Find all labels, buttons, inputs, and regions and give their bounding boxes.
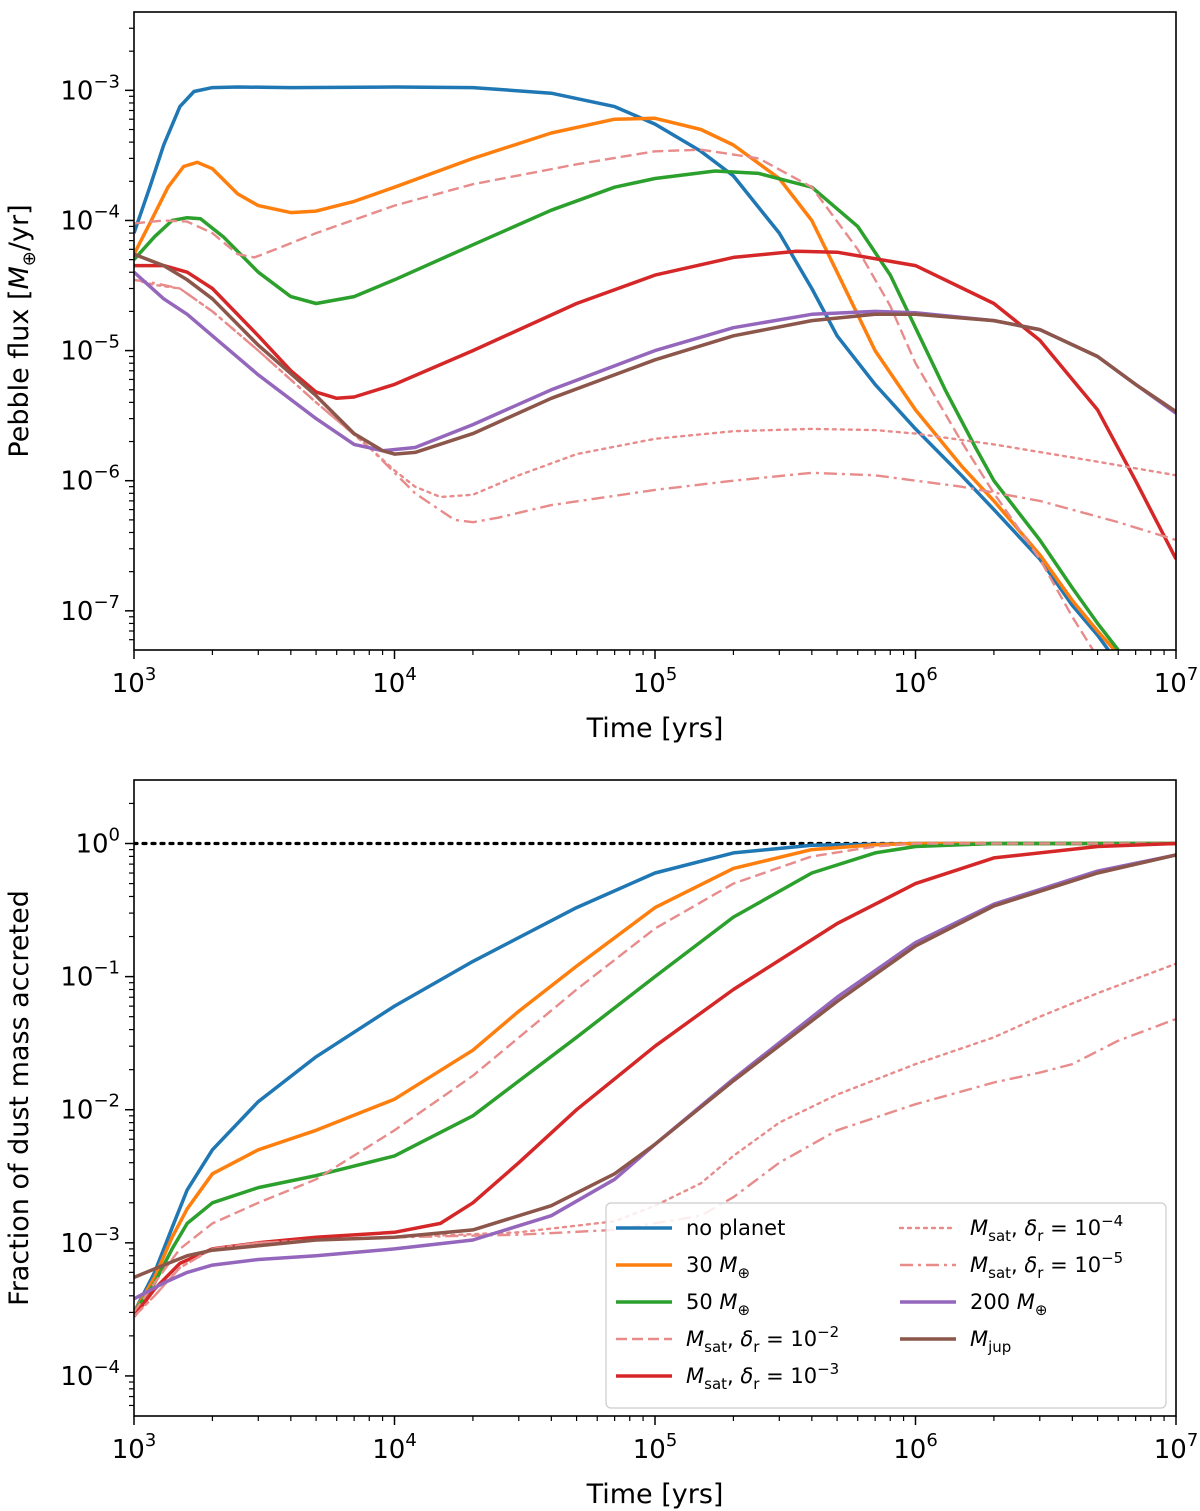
legend-label: 30 M⊕ — [686, 1253, 750, 1282]
pebble-flux-y-axis-label: Pebble flux [M⊕/yr] — [4, 204, 40, 457]
dust-mass-fraction-series-line: 200 M⊕ — [134, 853, 1176, 1301]
legend-label: 50 M⊕ — [686, 1290, 750, 1319]
dust-mass-fraction-y-tick-label: 10−3 — [60, 1224, 120, 1259]
legend-entries: no planet 30 M⊕ 50 M⊕ Msat, δr = 10−2 Msat, … — [616, 1212, 1123, 1393]
dust-mass-fraction-x-tick-label: 105 — [633, 1430, 678, 1465]
dust-mass-fraction-x-tick-label: 103 — [112, 1430, 157, 1465]
pebble-flux-series-line: 50 M⊕ — [134, 169, 1120, 650]
dust-mass-fraction-y-tick-label: 10−2 — [60, 1091, 120, 1126]
pebble-flux-series-line: no planet — [134, 85, 1110, 650]
dust-mass-fraction-series-line: no planet — [134, 841, 1176, 1314]
legend-label: Mjup — [970, 1327, 1011, 1356]
legend-label: no planet — [686, 1216, 785, 1240]
dust-mass-fraction-series-line: 30 M⊕ — [134, 841, 1176, 1314]
legend-frame — [605, 1202, 1167, 1409]
pebble-flux-axes-frame — [133, 11, 1177, 651]
pebble-flux-y-tick-label: 10−5 — [60, 332, 120, 367]
pebble-flux-series-line: M_jup — [134, 252, 1176, 456]
legend-label: Msat, δr = 10−4 — [970, 1212, 1123, 1245]
dust-mass-fraction-x-tick-label: 106 — [893, 1430, 938, 1465]
pebble-flux-y-tick-label: 10−3 — [60, 71, 120, 106]
pebble-flux-x-tick-label: 107 — [1154, 664, 1199, 699]
pebble-flux-series-line: 30 M⊕ — [134, 116, 1116, 650]
legend-label: Msat, δr = 10−5 — [970, 1249, 1123, 1282]
dust-mass-fraction-y-tick-label: 10−4 — [60, 1357, 120, 1392]
dust-mass-fraction-y-axis-label: Fraction of dust mass accreted — [4, 890, 35, 1306]
pebble-flux-series-line: M_sat, δ_r = 10^-4 — [134, 278, 1176, 499]
dust-mass-fraction-ticks: 103 104 105 106 107 100 10−1 10−2 10−3 10−4 — [60, 802, 1199, 1465]
legend: no planet 30 M⊕ 50 M⊕ Msat, δr = 10−2 Msat, … — [605, 1202, 1167, 1409]
dust-mass-fraction-y-tick-label: 100 — [75, 825, 120, 860]
dust-mass-fraction-y-tick-label: 10−1 — [60, 958, 120, 993]
pebble-flux-y-tick-label: 10−6 — [60, 462, 120, 497]
dust-mass-fraction-x-tick-label: 107 — [1154, 1430, 1199, 1465]
pebble-flux-x-tick-label: 105 — [633, 664, 678, 699]
dust-mass-fraction-x-tick-label: 104 — [372, 1430, 417, 1465]
pebble-flux-series-line: M_sat, δ_r = 10^-5 — [134, 278, 1176, 542]
dust-mass-fraction-x-axis-label: Time [yrs] — [586, 1479, 724, 1510]
pebble-flux-x-tick-label: 103 — [112, 664, 157, 699]
pebble-flux-series-line: M_sat, δ_r = 10^-2 — [134, 148, 1095, 650]
pebble-flux-y-tick-label: 10−4 — [60, 201, 120, 236]
pebble-flux-x-axis-label: Time [yrs] — [586, 713, 724, 744]
pebble-flux-ticks: 103 104 105 106 107 10−3 10−4 10−5 10−6 10−7 — [60, 27, 1199, 699]
legend-label: 200 M⊕ — [970, 1290, 1047, 1319]
dust-mass-fraction-series-line: M_sat, δ_r = 10^-2 — [134, 842, 1176, 1314]
pebble-flux-y-tick-label: 10−7 — [60, 592, 120, 627]
dust-mass-fraction-series-line: M_jup — [134, 853, 1176, 1280]
dust-mass-fraction-series-line: 50 M⊕ — [134, 841, 1176, 1314]
pebble-flux-series-line: M_sat, δ_r = 10^-3 — [134, 249, 1176, 560]
pebble-flux-x-tick-label: 106 — [893, 664, 938, 699]
legend-label: Msat, δr = 10−3 — [686, 1360, 839, 1393]
legend-label: Msat, δr = 10−2 — [686, 1323, 839, 1356]
pebble-flux-x-tick-label: 104 — [372, 664, 417, 699]
